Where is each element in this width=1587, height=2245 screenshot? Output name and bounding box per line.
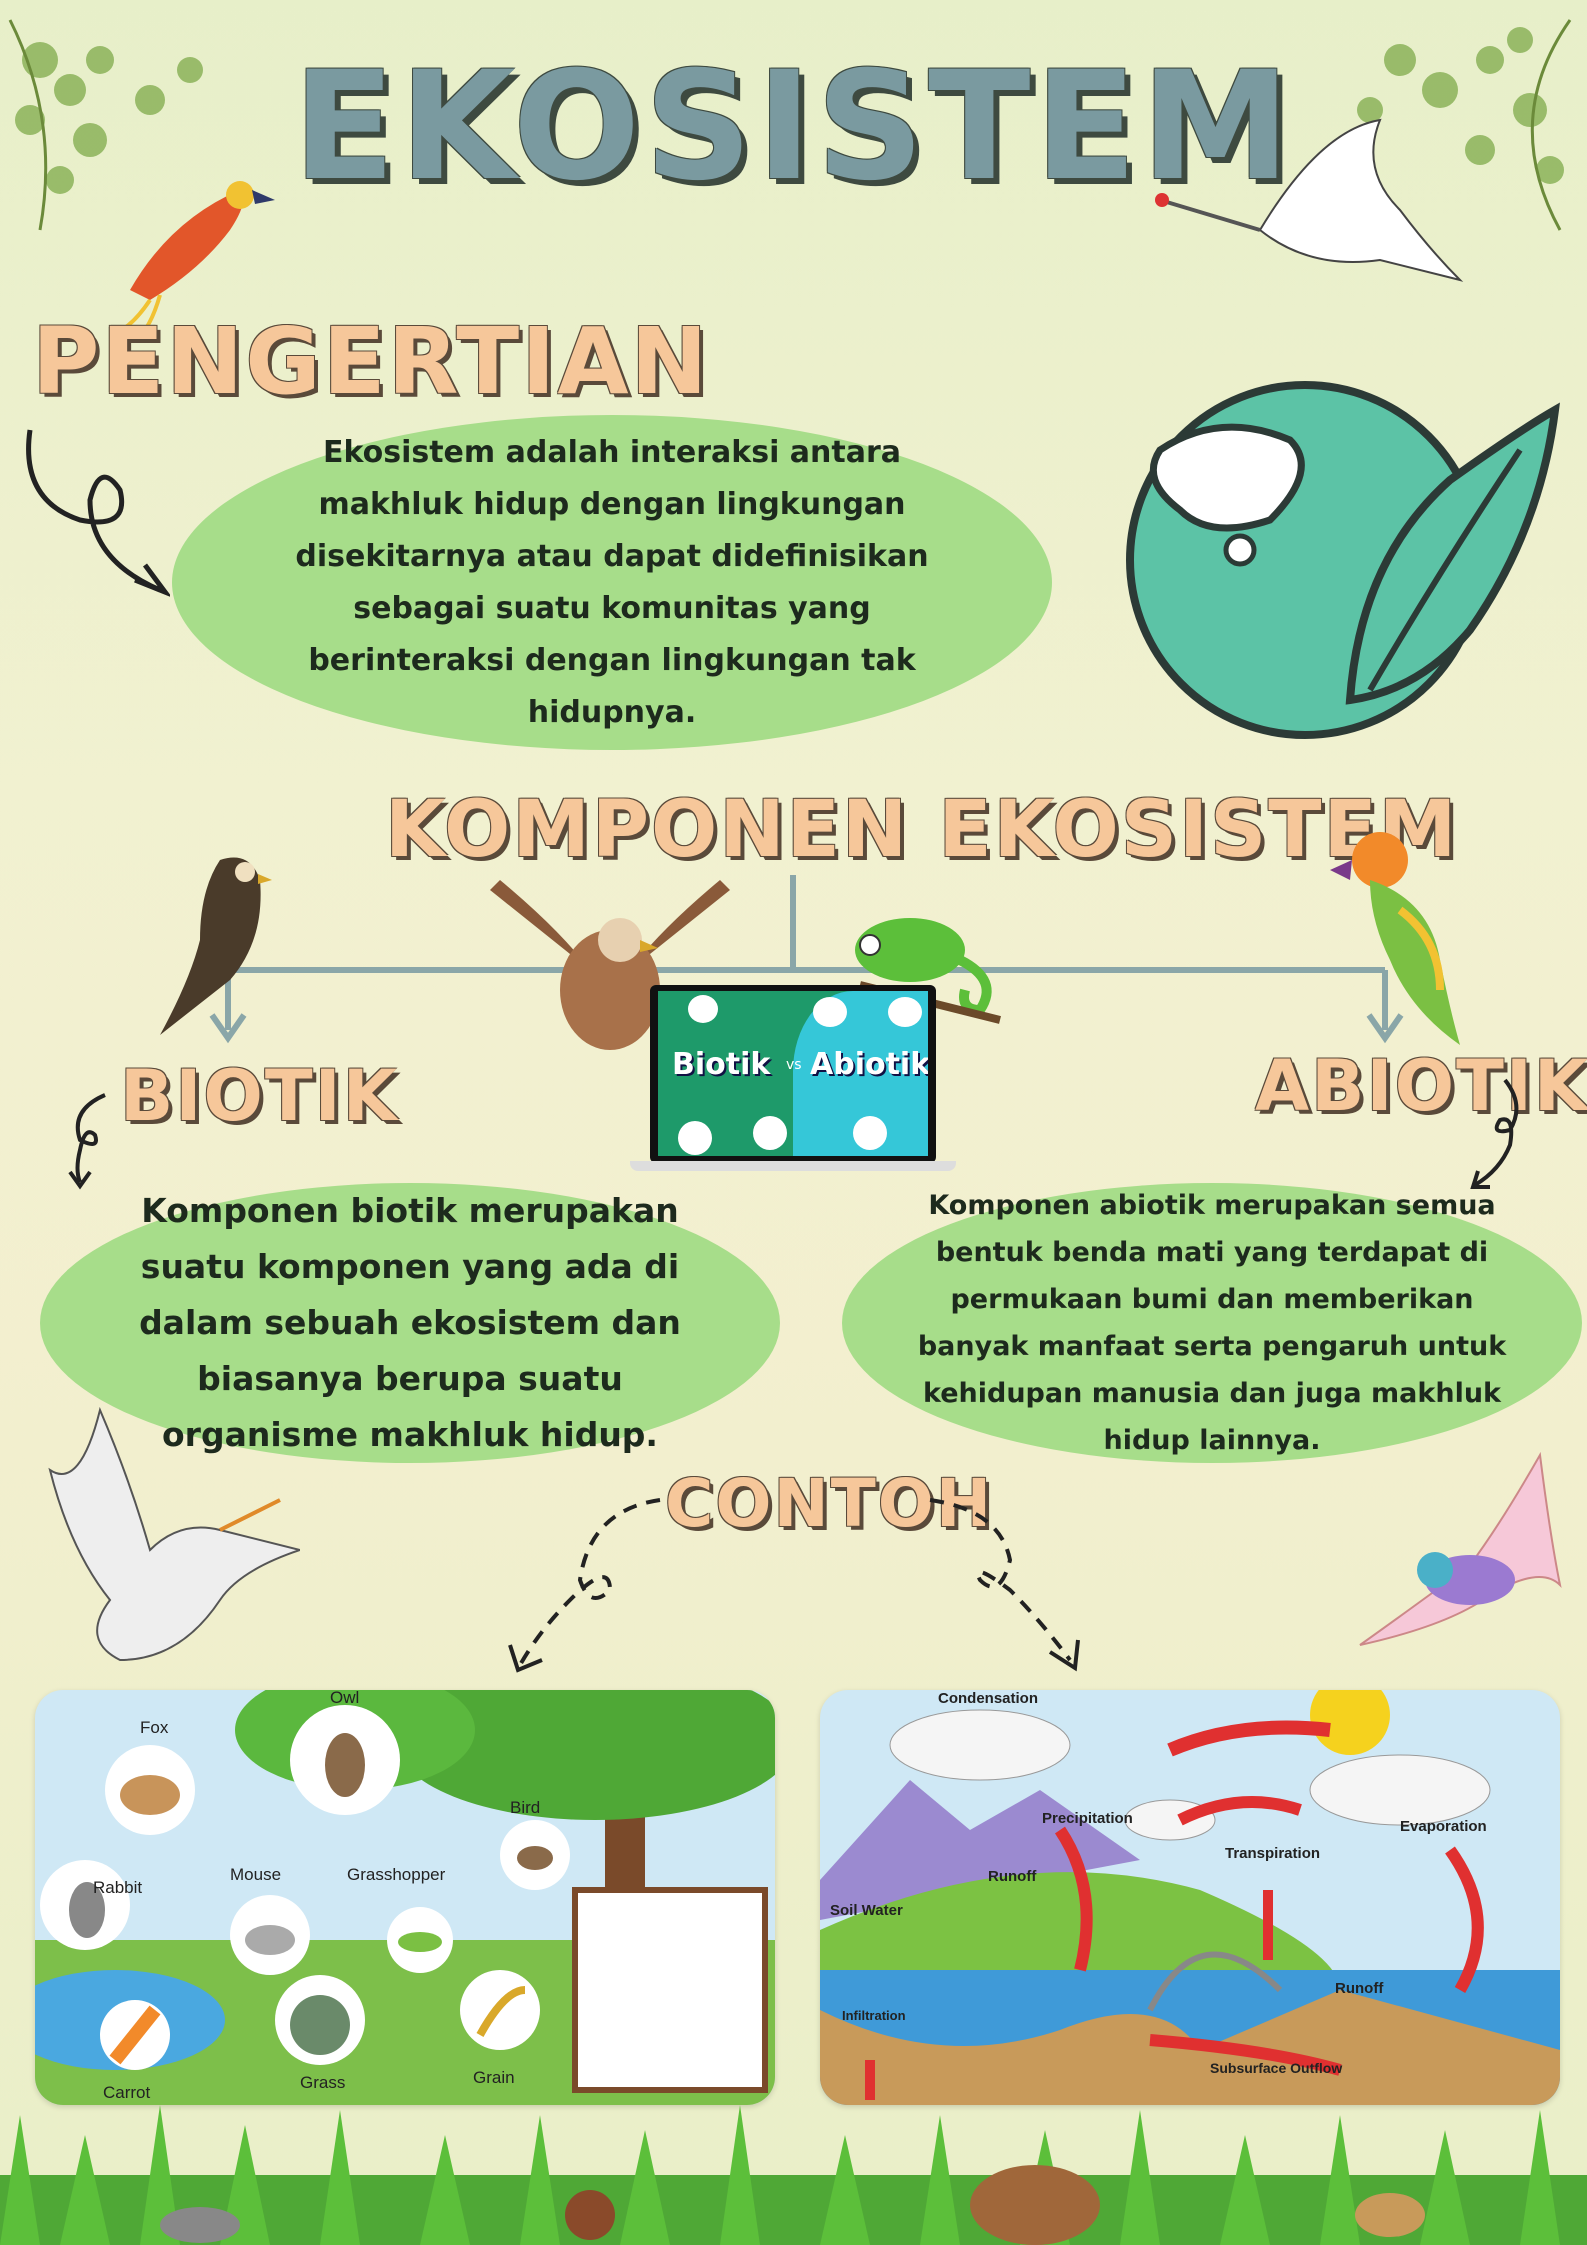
pengertian-text: Ekosistem adalah interaksi antara makhlu… bbox=[172, 415, 1052, 750]
leaf-decoration bbox=[8, 19, 1572, 231]
vs-label: vs bbox=[786, 1057, 802, 1073]
soil-water-label: Soil Water bbox=[830, 1902, 903, 1919]
biotik-vs-abiotik-image: Biotik vs Abiotik bbox=[630, 985, 956, 1175]
precipitation-label: Precipitation bbox=[1042, 1810, 1133, 1827]
evaporation-label: Evaporation bbox=[1400, 1818, 1487, 1835]
curly-arrow-icon bbox=[26, 429, 170, 597]
pengertian-heading: PENGERTIAN bbox=[32, 308, 710, 415]
abiotik-text: Komponen abiotik merupakan semua bentuk … bbox=[842, 1183, 1582, 1463]
connector-lines bbox=[209, 875, 1404, 1044]
biotik-label: Biotik bbox=[672, 1047, 771, 1082]
page-title: EKOSISTEM bbox=[292, 40, 1295, 214]
condensation-label: Condensation bbox=[938, 1690, 1038, 1707]
grass-label: Grass bbox=[300, 2073, 346, 2092]
runoff-label: Runoff bbox=[988, 1868, 1037, 1885]
abiotik-heading: ABIOTIK bbox=[1255, 1045, 1587, 1127]
runoff-label: Runoff bbox=[1335, 1980, 1384, 1997]
globe-leaf-icon bbox=[1126, 381, 1560, 739]
mouse-label: Mouse bbox=[230, 1865, 282, 1884]
pink-bird-icon bbox=[1359, 1451, 1562, 1646]
carrot-label: Carrot bbox=[103, 2083, 151, 2102]
fox-label: Fox bbox=[140, 1718, 169, 1737]
subsurface-outflow-label: Subsurface Outflow bbox=[1210, 2060, 1343, 2076]
bird-of-paradise-icon bbox=[109, 181, 275, 340]
komponen-heading: KOMPONEN EKOSISTEM bbox=[385, 785, 1459, 875]
rabbit-label: Rabbit bbox=[93, 1878, 143, 1897]
transpiration-label: Transpiration bbox=[1225, 1845, 1321, 1862]
contoh-heading: CONTOH bbox=[665, 1465, 994, 1542]
crane-icon bbox=[1155, 118, 1464, 282]
grain-label: Grain bbox=[473, 2068, 515, 2087]
dove-icon bbox=[48, 1406, 300, 1662]
water-cycle-image: Condensation Precipitation Evaporation T… bbox=[820, 1690, 1560, 2105]
parrot-icon bbox=[1330, 832, 1460, 1045]
grasshopper-label: Grasshopper bbox=[347, 1865, 446, 1884]
bird-label: Bird bbox=[510, 1798, 541, 1817]
grass-decoration bbox=[0, 2105, 1587, 2245]
biotik-heading: BIOTIK bbox=[120, 1055, 399, 1137]
curly-arrow-icon bbox=[68, 1093, 106, 1190]
falcon-icon bbox=[160, 857, 272, 1035]
dashed-arrows bbox=[508, 1498, 1080, 1673]
biotik-text: Komponen biotik merupakan suatu komponen… bbox=[40, 1183, 780, 1463]
abiotik-label: Abiotik bbox=[810, 1047, 928, 1082]
food-web-image: Fox Owl Bird Rabbit Mouse Grasshopper Gr… bbox=[35, 1690, 775, 2105]
owl-label: Owl bbox=[330, 1690, 360, 1707]
eagle-icon bbox=[490, 880, 730, 1050]
infiltration-label: Infiltration bbox=[842, 2008, 906, 2023]
curly-arrow-icon bbox=[1470, 1078, 1519, 1189]
